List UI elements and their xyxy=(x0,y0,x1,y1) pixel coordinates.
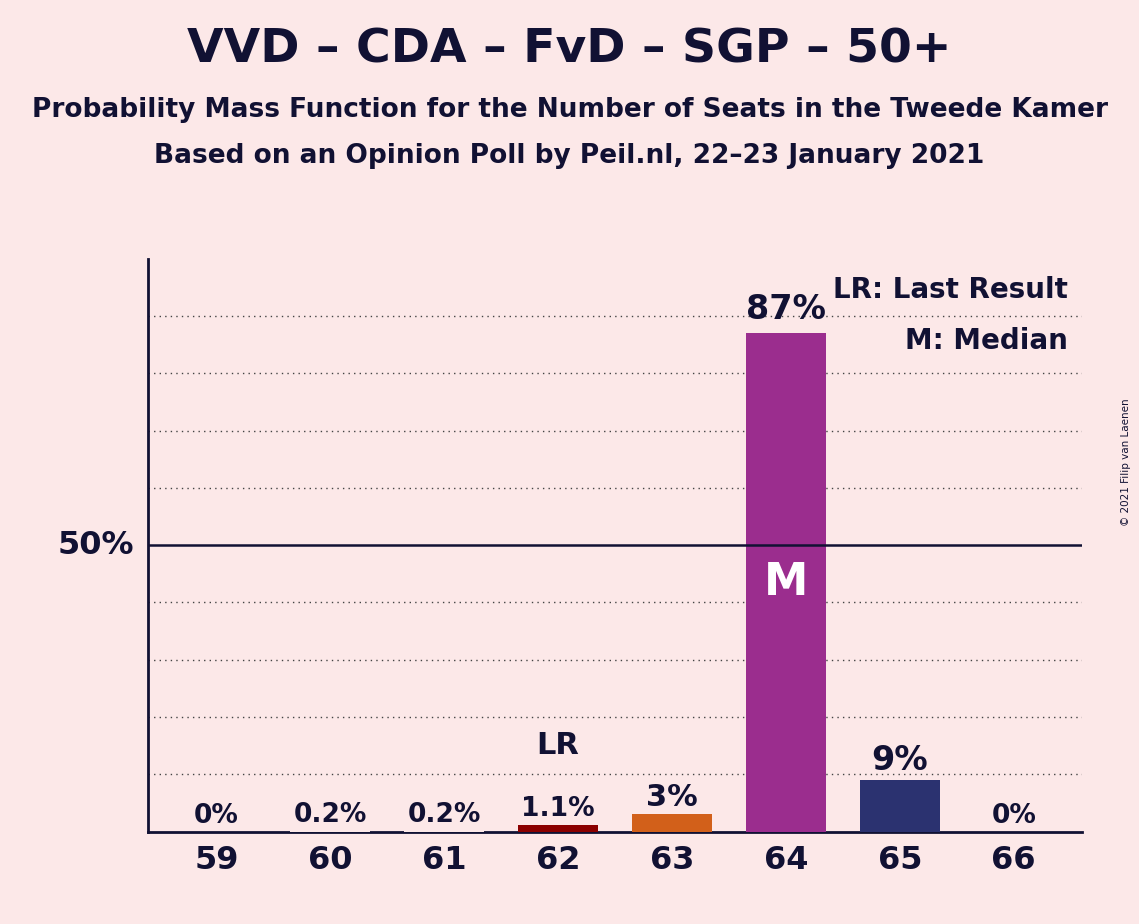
Text: LR: Last Result: LR: Last Result xyxy=(833,276,1068,304)
Bar xyxy=(746,334,826,832)
Text: 3%: 3% xyxy=(646,783,698,811)
Bar xyxy=(632,814,712,832)
Text: Based on an Opinion Poll by Peil.nl, 22–23 January 2021: Based on an Opinion Poll by Peil.nl, 22–… xyxy=(154,143,985,169)
Bar xyxy=(518,825,598,832)
Text: LR: LR xyxy=(536,731,580,760)
Bar xyxy=(290,831,370,832)
Text: M: Median: M: Median xyxy=(906,327,1068,356)
Text: © 2021 Filip van Laenen: © 2021 Filip van Laenen xyxy=(1121,398,1131,526)
Text: 87%: 87% xyxy=(746,293,826,326)
Text: M: M xyxy=(764,561,808,604)
Bar xyxy=(404,831,484,832)
Text: 0.2%: 0.2% xyxy=(294,802,367,828)
Text: 50%: 50% xyxy=(58,529,134,561)
Text: 0.2%: 0.2% xyxy=(408,802,481,828)
Text: 0%: 0% xyxy=(194,803,239,829)
Bar xyxy=(860,780,940,832)
Text: 9%: 9% xyxy=(871,744,928,777)
Text: Probability Mass Function for the Number of Seats in the Tweede Kamer: Probability Mass Function for the Number… xyxy=(32,97,1107,123)
Text: 1.1%: 1.1% xyxy=(522,796,595,822)
Text: VVD – CDA – FvD – SGP – 50+: VVD – CDA – FvD – SGP – 50+ xyxy=(187,28,952,73)
Text: 0%: 0% xyxy=(991,803,1036,829)
